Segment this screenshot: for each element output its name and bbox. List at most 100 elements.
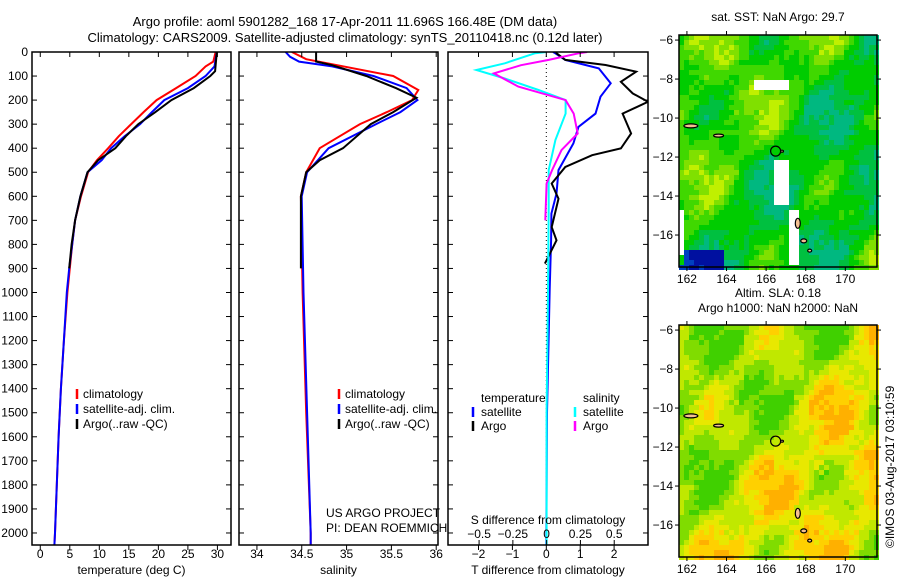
map-cell xyxy=(714,240,719,245)
map-cell xyxy=(844,235,849,240)
map-cell xyxy=(689,130,694,135)
map-cell xyxy=(699,550,704,555)
map-cell xyxy=(839,440,844,445)
map-cell xyxy=(869,405,874,410)
map-cell xyxy=(729,380,734,385)
map-cell xyxy=(824,215,829,220)
map-cell xyxy=(749,35,754,40)
map-cell xyxy=(789,180,794,185)
map-cell xyxy=(714,50,719,55)
x-tick-label: 0 xyxy=(543,547,550,561)
map-cell xyxy=(704,405,709,410)
map-cell xyxy=(699,80,704,85)
map-cell xyxy=(819,205,824,210)
map-cell xyxy=(764,135,769,140)
map-cell xyxy=(719,355,724,360)
map-cell xyxy=(849,515,854,520)
map-cell xyxy=(814,260,819,265)
map-cell xyxy=(849,250,854,255)
map-cell xyxy=(714,525,719,530)
map-cell xyxy=(789,175,794,180)
map-cell xyxy=(769,515,774,520)
map-cell xyxy=(744,220,749,225)
map-cell xyxy=(829,395,834,400)
map-cell xyxy=(814,325,819,330)
map-cell xyxy=(794,115,799,120)
map-cell xyxy=(759,215,764,220)
map-cell xyxy=(809,520,814,525)
map-cell xyxy=(744,525,749,530)
map-cell xyxy=(774,125,779,130)
map-cell xyxy=(699,395,704,400)
map-cell xyxy=(684,190,689,195)
map-cell xyxy=(814,540,819,545)
map-cell xyxy=(784,125,789,130)
map-cell xyxy=(804,155,809,160)
map-cell xyxy=(689,160,694,165)
map-cell xyxy=(709,410,714,415)
map-cell xyxy=(824,195,829,200)
map-cell xyxy=(809,370,814,375)
map-cell xyxy=(859,155,864,160)
map-cell xyxy=(719,525,724,530)
map-cell xyxy=(774,210,779,215)
map-cell xyxy=(824,515,829,520)
map-cell xyxy=(849,110,854,115)
map-cell xyxy=(849,180,854,185)
map-cell xyxy=(694,175,699,180)
map-cell xyxy=(864,385,869,390)
map-cell xyxy=(724,465,729,470)
map-cell xyxy=(744,100,749,105)
map-cell xyxy=(869,435,874,440)
map-cell xyxy=(849,200,854,205)
map-cell xyxy=(759,50,764,55)
map-cell xyxy=(679,495,684,500)
plot-frame xyxy=(31,51,232,546)
map-cell xyxy=(679,425,684,430)
map-cell xyxy=(739,510,744,515)
map-cell xyxy=(829,155,834,160)
map-cell xyxy=(749,145,754,150)
map-cell xyxy=(844,45,849,50)
map-cell xyxy=(694,145,699,150)
map-cell xyxy=(764,215,769,220)
map-cell xyxy=(774,340,779,345)
map-cell xyxy=(689,230,694,235)
map-cell xyxy=(704,75,709,80)
map-cell xyxy=(809,225,814,230)
map-cell xyxy=(824,455,829,460)
map-cell xyxy=(784,535,789,540)
map-cell xyxy=(719,360,724,365)
map-cell xyxy=(719,105,724,110)
map-cell xyxy=(829,425,834,430)
map-cell xyxy=(844,470,849,475)
map-cell xyxy=(724,160,729,165)
depth-tick-label: 1800 xyxy=(1,478,28,492)
map-cell xyxy=(829,325,834,330)
map-cell xyxy=(819,110,824,115)
map-cell xyxy=(789,380,794,385)
map-cell xyxy=(729,480,734,485)
map-cell xyxy=(814,375,819,380)
map-cell xyxy=(804,165,809,170)
map-cell xyxy=(684,385,689,390)
map-cell xyxy=(724,430,729,435)
map-cell xyxy=(689,115,694,120)
map-cell xyxy=(749,545,754,550)
map-cell xyxy=(804,335,809,340)
map-cell xyxy=(804,430,809,435)
map-cell xyxy=(779,525,784,530)
map-cell xyxy=(694,490,699,495)
map-cell xyxy=(834,45,839,50)
map-cell xyxy=(849,125,854,130)
map-cell xyxy=(699,330,704,335)
map-cell xyxy=(764,415,769,420)
map-cell xyxy=(709,190,714,195)
map-cell xyxy=(824,205,829,210)
map-cell xyxy=(869,370,874,375)
map-cell xyxy=(839,200,844,205)
map-cell xyxy=(839,420,844,425)
map-cell xyxy=(739,70,744,75)
map-cell xyxy=(684,390,689,395)
map-cell xyxy=(839,510,844,515)
